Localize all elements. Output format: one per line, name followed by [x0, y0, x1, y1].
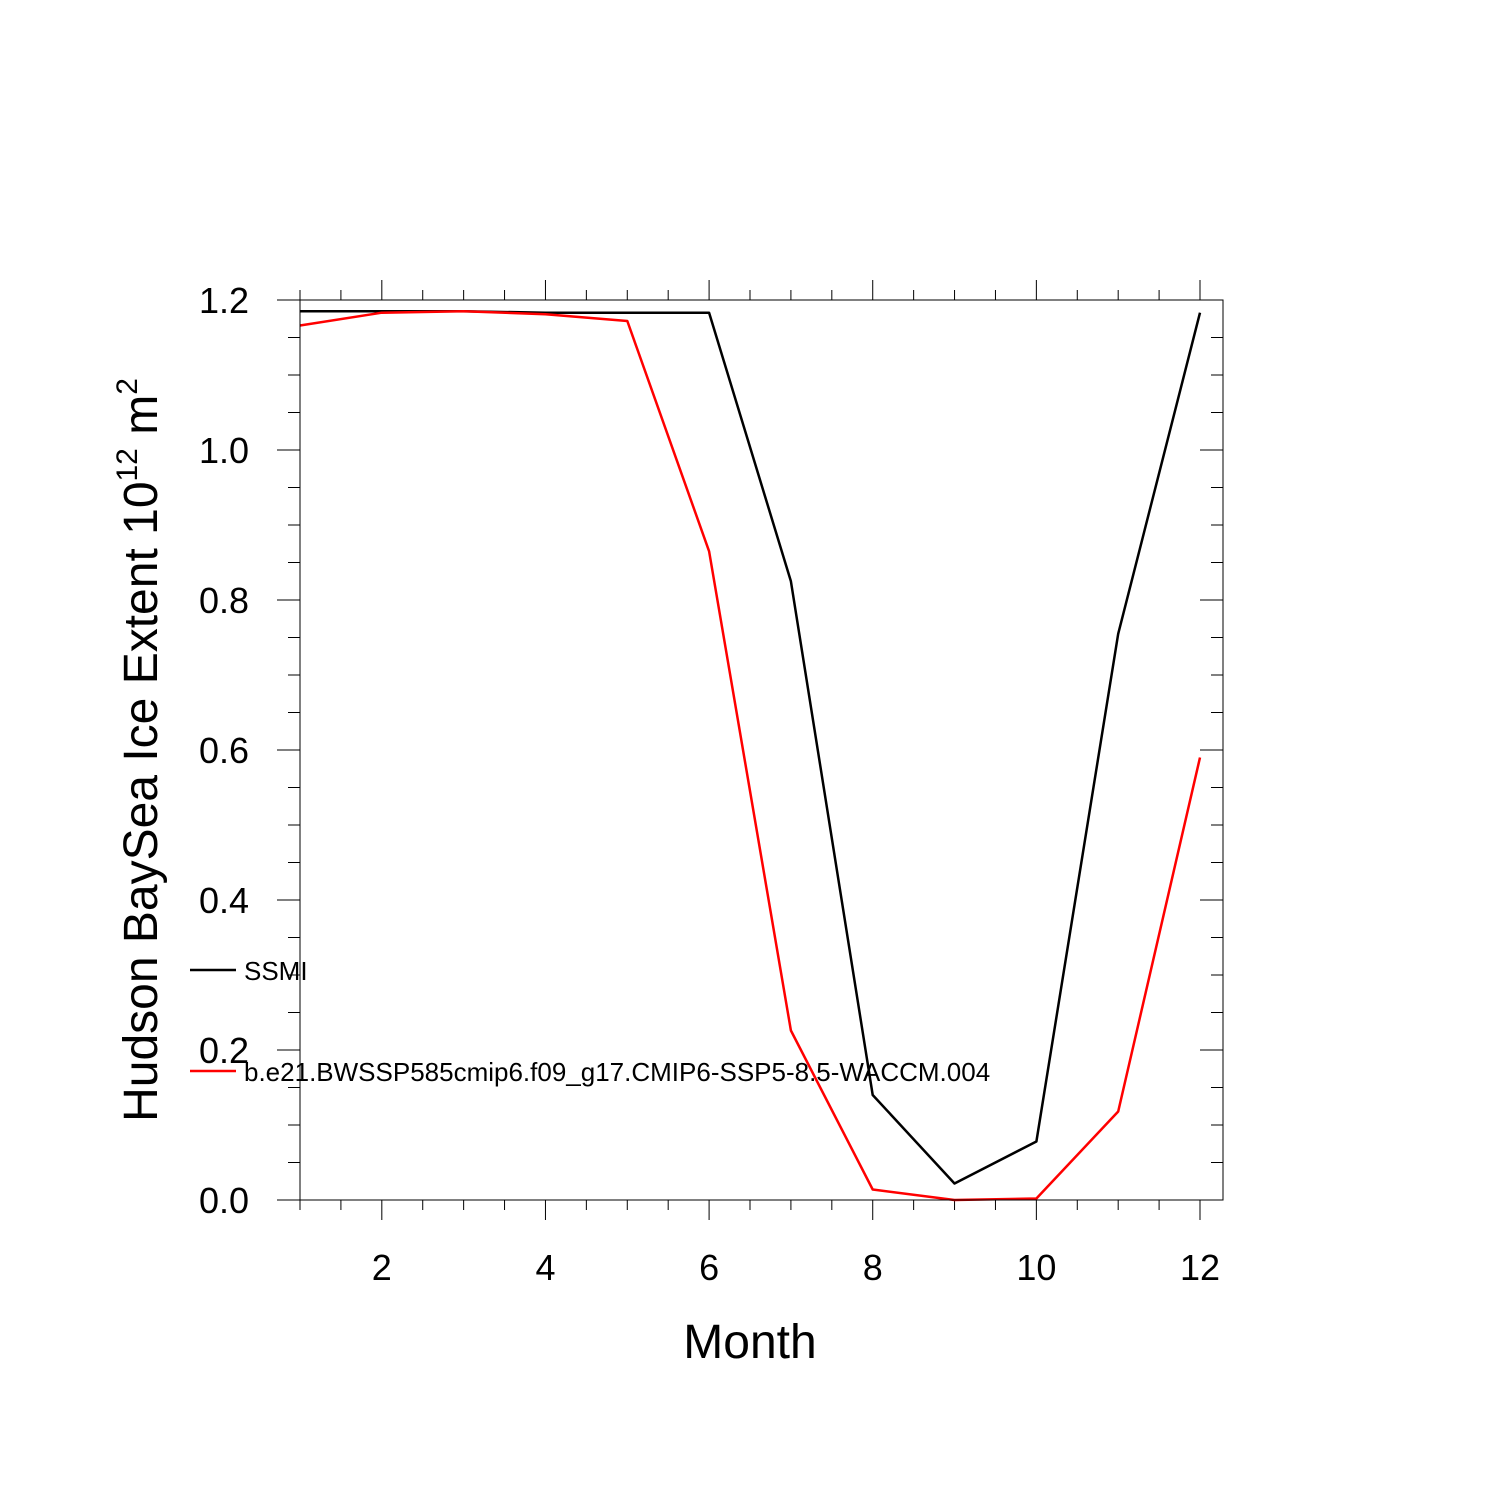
y-tick-label: 0.0 [199, 1180, 249, 1221]
x-tick-label: 8 [863, 1247, 883, 1288]
x-axis-label: Month [683, 1316, 816, 1369]
y-axis-label-exponent: 12 [111, 448, 144, 481]
y-tick-label: 0.2 [199, 1030, 249, 1071]
legend-label-1: SSMI [244, 956, 308, 986]
x-tick-label: 2 [372, 1247, 392, 1288]
x-tick-label: 10 [1016, 1247, 1056, 1288]
tick-labels: 2 4 6 8 10 12 0.0 0.2 0.4 0.6 0.8 1.0 1.2 [199, 280, 1220, 1288]
y-axis-label-unit: m [115, 395, 168, 448]
plot-frame [299, 299, 1224, 1201]
series-lines [299, 310, 1202, 1202]
y-axis-label-main: Hudson BaySea Ice Extent 10 [115, 481, 168, 1121]
x-tick-label: 4 [535, 1247, 555, 1288]
axis-ticks [277, 280, 1223, 1220]
x-tick-label: 12 [1180, 1247, 1220, 1288]
x-tick-label: 6 [699, 1247, 719, 1288]
y-tick-label: 0.4 [199, 880, 249, 921]
y-axis-label: Hudson BaySea Ice Extent 1012 m2 [111, 378, 168, 1122]
y-tick-label: 1.0 [199, 430, 249, 471]
legend: SSMI b.e21.BWSSP585cmip6.f09_g17.CMIP6-SS… [190, 956, 990, 1087]
y-tick-label: 0.6 [199, 730, 249, 771]
y-tick-label: 1.2 [199, 280, 249, 321]
legend-label-2: b.e21.BWSSP585cmip6.f09_g17.CMIP6-SSP5-8… [244, 1057, 990, 1087]
y-axis-label-unit-exponent: 2 [111, 378, 144, 395]
series-line-2 [299, 310, 1202, 1202]
y-tick-label: 0.8 [199, 580, 249, 621]
